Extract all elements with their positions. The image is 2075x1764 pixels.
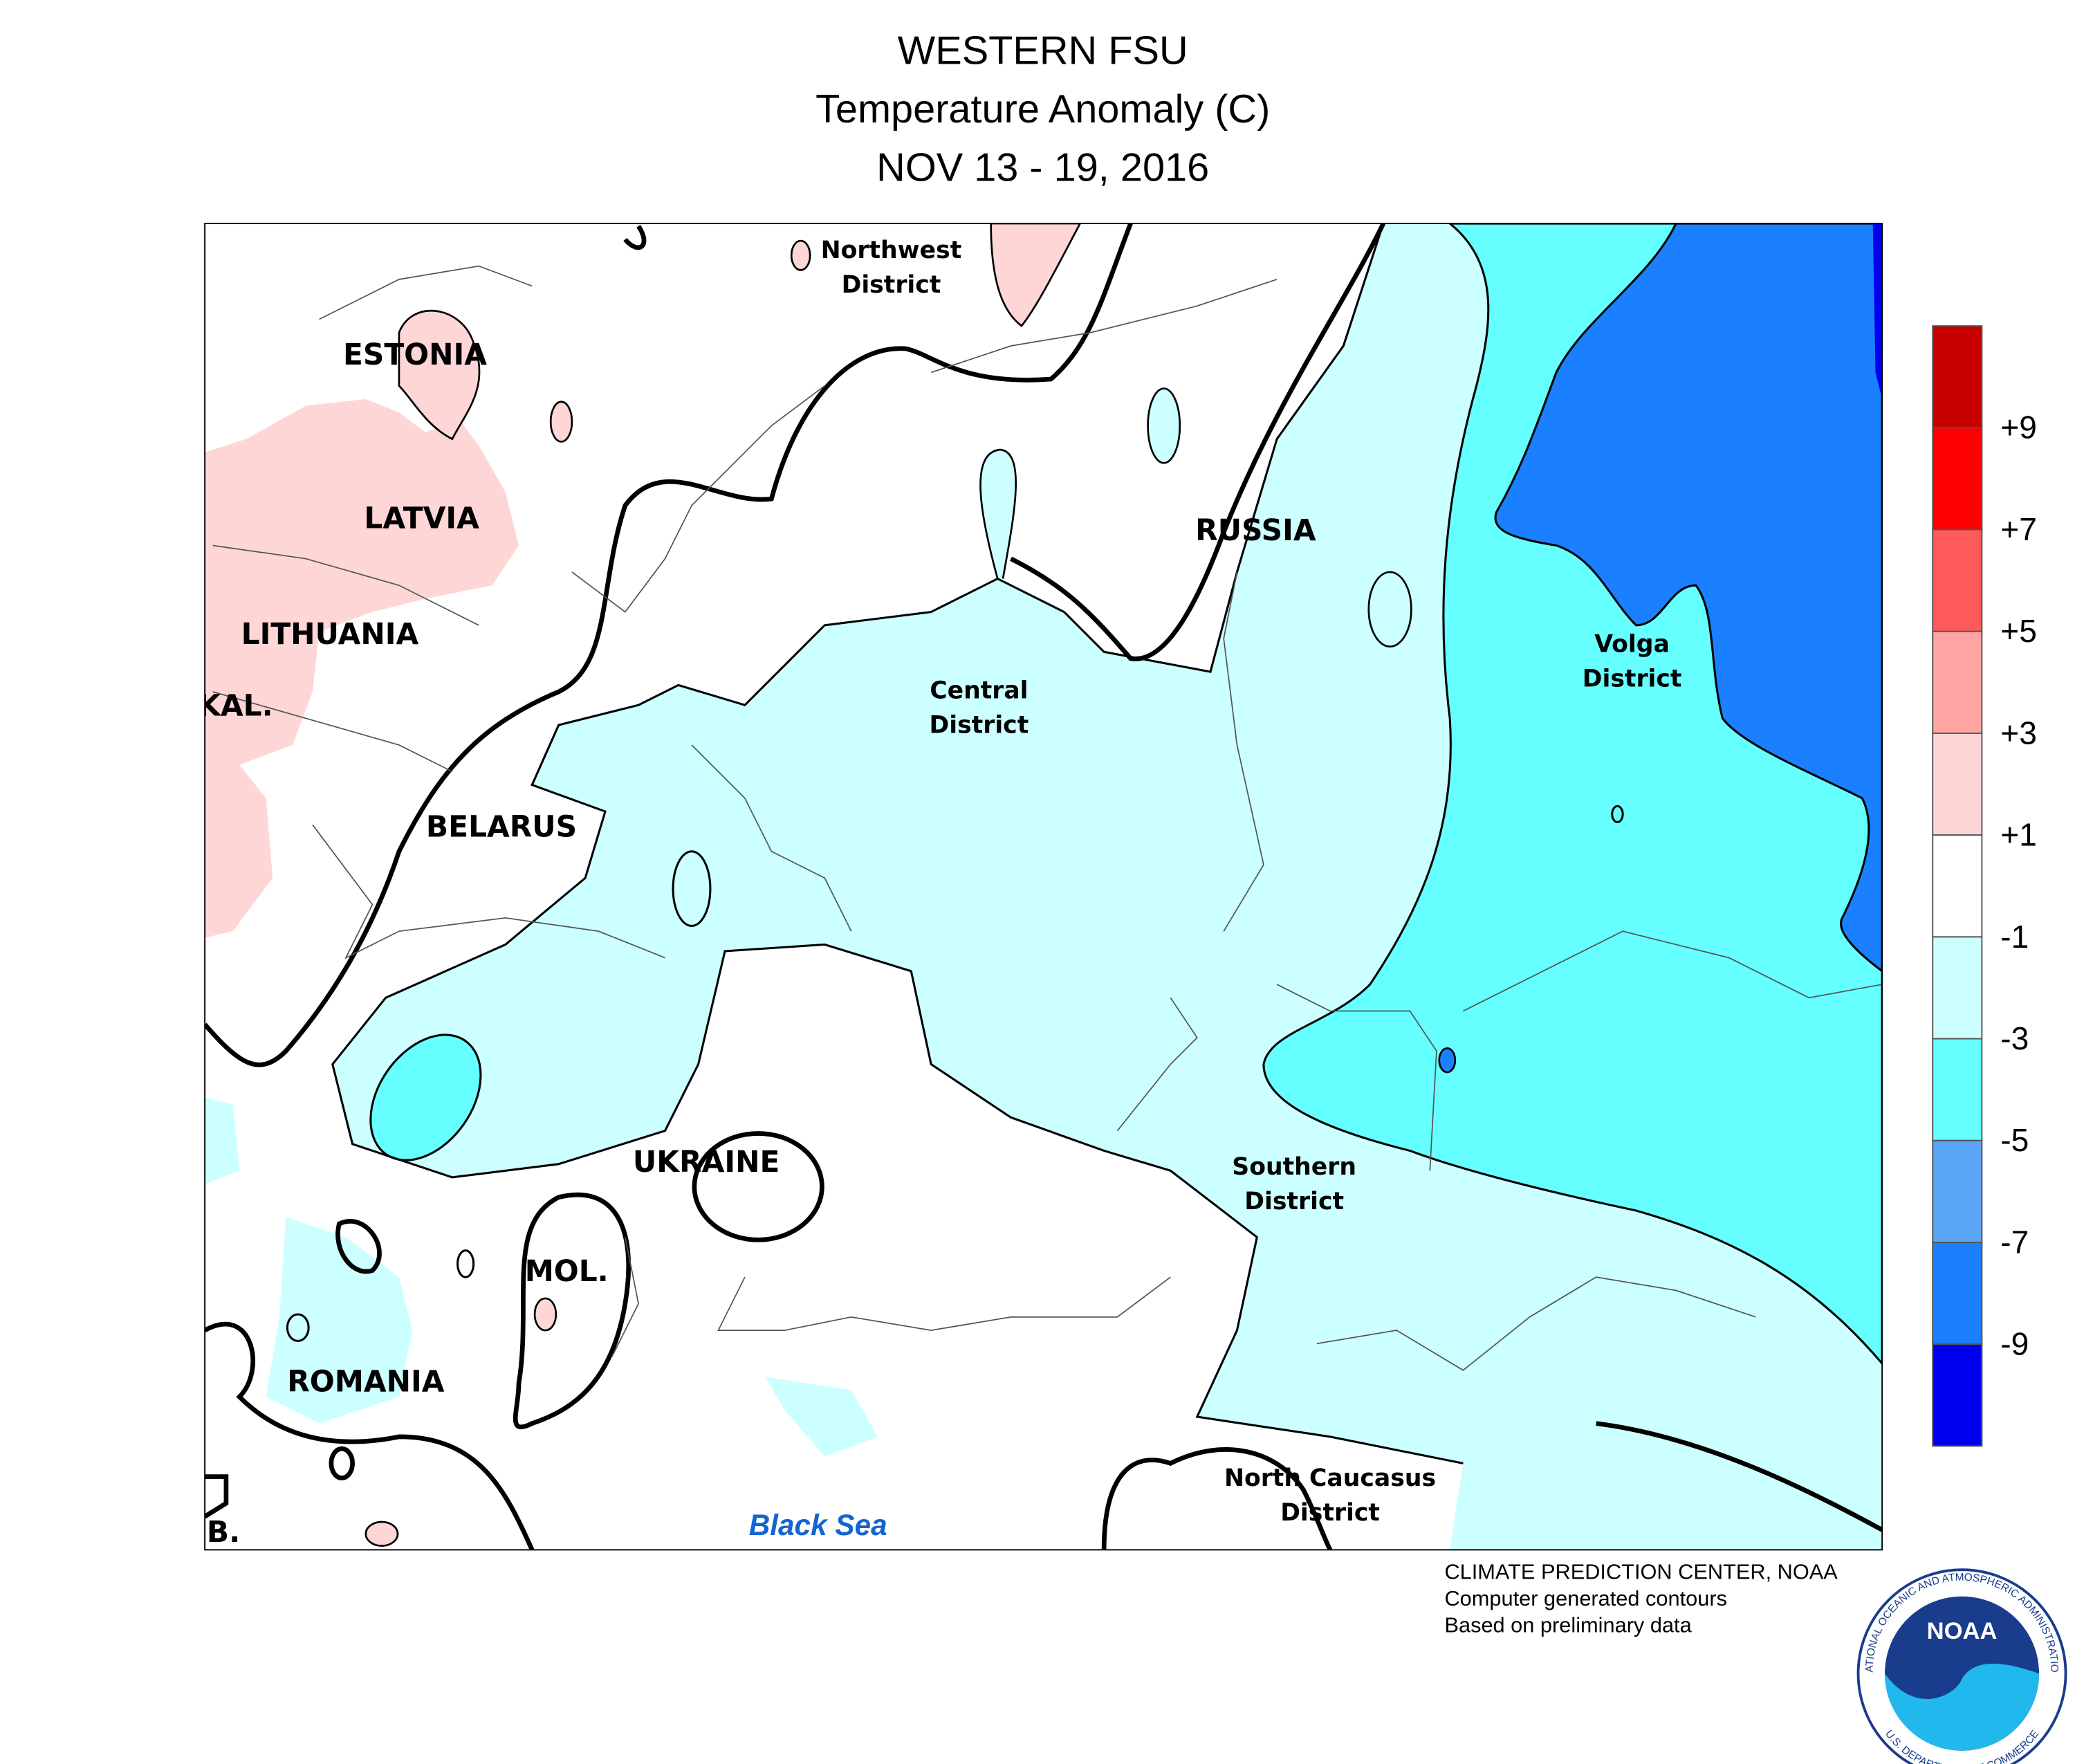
legend-swatch <box>1932 1242 1983 1345</box>
anomaly-area <box>549 401 573 443</box>
contour <box>1010 223 1386 661</box>
anomaly-area <box>790 239 811 271</box>
legend-swatch <box>1932 630 1983 734</box>
map-label: KAL. <box>198 689 273 723</box>
contour <box>1101 1447 1333 1550</box>
map-label: RUSSIA <box>1195 513 1316 547</box>
legend: +9 +7 +5 +3 +1 -1 -3 -5 -7 -9 <box>1932 325 2037 1447</box>
map: Northwest District ESTONIA LATVIA LITHUA… <box>198 223 1883 1550</box>
footer-line: CLIMATE PREDICTION CENTER, NOAA <box>1444 1560 1838 1584</box>
map-label: Southern <box>1232 1153 1356 1181</box>
contour <box>205 1322 535 1550</box>
map-label: BELARUS <box>426 810 577 844</box>
contour <box>205 223 1133 1067</box>
legend-swatch <box>1932 1343 1983 1447</box>
legend-label: -9 <box>2000 1326 2029 1362</box>
anomaly-area <box>365 1520 399 1547</box>
anomaly-area <box>1367 571 1412 647</box>
map-label: Central <box>930 677 1028 705</box>
legend-label: -7 <box>2000 1224 2029 1260</box>
anomaly-area <box>205 1097 413 1424</box>
legend-swatch <box>1932 529 1983 632</box>
map-label: District <box>1280 1499 1380 1527</box>
contour <box>513 1192 631 1430</box>
anomaly-area <box>979 448 1017 579</box>
anomaly-area <box>990 223 1082 328</box>
contour <box>1611 805 1624 823</box>
contour <box>1596 1421 1883 1532</box>
legend-swatch <box>1932 427 1983 531</box>
contour <box>329 1446 355 1480</box>
contour <box>205 1474 229 1519</box>
map-label: Northwest <box>821 237 962 264</box>
legend-label: +1 <box>2000 817 2037 853</box>
anomaly-area <box>205 398 519 938</box>
map-label: ROMANIA <box>287 1365 444 1399</box>
footer-line: Based on preliminary data <box>1444 1613 1692 1637</box>
legend-label: -5 <box>2000 1122 2029 1158</box>
map-label: District <box>930 712 1029 739</box>
map-label: Volga <box>1594 630 1670 658</box>
map-label: District <box>1583 665 1682 692</box>
legend-swatch <box>1932 936 1983 1040</box>
map-frame <box>204 223 1883 1551</box>
legend-label: +9 <box>2000 410 2037 445</box>
title-line: NOV 13 - 19, 2016 <box>876 146 1209 190</box>
title-line: WESTERN FSU <box>898 28 1188 73</box>
map-label: ESTONIA <box>343 338 487 371</box>
contour <box>672 850 712 928</box>
anomaly-area <box>764 1377 878 1457</box>
map-label: LITHUANIA <box>241 617 419 651</box>
legend-swatch <box>1932 834 1983 938</box>
map-label: LATVIA <box>364 501 479 535</box>
map-label: B. <box>207 1515 240 1549</box>
anomaly-area <box>1438 1047 1457 1074</box>
legend-swatch <box>1932 733 1983 836</box>
contour <box>456 1249 475 1278</box>
contour <box>623 225 647 250</box>
anomaly-area <box>533 1297 557 1332</box>
anomaly-area <box>398 309 481 441</box>
legend-swatch <box>1932 1038 1983 1141</box>
contour <box>335 1219 382 1274</box>
contour <box>692 1131 824 1242</box>
anomaly-area <box>1494 223 1883 973</box>
map-label: North Caucasus <box>1224 1464 1436 1492</box>
border <box>212 265 1883 1371</box>
anomaly-area <box>1872 223 1883 399</box>
legend-label: -3 <box>2000 1020 2029 1056</box>
legend-label: +7 <box>2000 511 2037 547</box>
contour <box>286 1313 310 1342</box>
map-label: District <box>1244 1188 1344 1215</box>
logo-text: NOAA <box>1927 1618 1998 1644</box>
legend-label: +5 <box>2000 613 2037 649</box>
footer-line: Computer generated contours <box>1444 1586 1727 1610</box>
map-label: Black Sea <box>749 1509 887 1541</box>
legend-swatch <box>1932 1139 1983 1243</box>
map-label: District <box>842 271 941 299</box>
contour <box>331 223 1464 1464</box>
anomaly-area <box>1147 387 1181 464</box>
map-label: MOL. <box>525 1254 609 1288</box>
legend-label: -1 <box>2000 919 2029 955</box>
title-line: Temperature Anomaly (C) <box>815 87 1270 131</box>
legend-label: +3 <box>2000 715 2037 751</box>
map-label: UKRAINE <box>633 1145 780 1179</box>
legend-swatch <box>1932 325 1983 429</box>
